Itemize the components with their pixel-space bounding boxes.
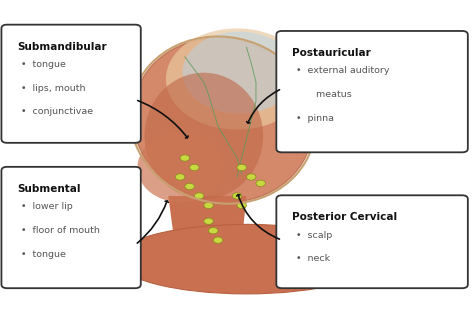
Ellipse shape — [182, 32, 296, 114]
Ellipse shape — [132, 38, 313, 202]
Text: •  lips, mouth: • lips, mouth — [21, 84, 86, 93]
Text: •  floor of mouth: • floor of mouth — [21, 226, 100, 235]
Circle shape — [232, 193, 242, 199]
Circle shape — [190, 164, 199, 171]
Text: •  conjunctivae: • conjunctivae — [21, 107, 93, 116]
Text: •  pinna: • pinna — [296, 114, 334, 123]
Text: meatus: meatus — [304, 90, 352, 99]
FancyBboxPatch shape — [1, 167, 141, 288]
Text: •  external auditory: • external auditory — [296, 66, 390, 75]
Polygon shape — [168, 196, 246, 291]
Circle shape — [204, 218, 213, 224]
Text: •  lower lip: • lower lip — [21, 202, 73, 211]
Circle shape — [209, 228, 218, 234]
Text: •  scalp: • scalp — [296, 231, 332, 240]
Circle shape — [246, 174, 256, 180]
Circle shape — [213, 237, 223, 243]
Text: •  tongue: • tongue — [21, 250, 66, 258]
Ellipse shape — [145, 73, 263, 199]
Text: Postauricular: Postauricular — [292, 48, 371, 58]
FancyBboxPatch shape — [1, 25, 141, 143]
Circle shape — [180, 155, 190, 161]
Ellipse shape — [137, 133, 223, 202]
Text: Submandibular: Submandibular — [18, 42, 107, 52]
Circle shape — [256, 180, 265, 186]
Ellipse shape — [166, 28, 308, 130]
Text: Posterior Cervical: Posterior Cervical — [292, 212, 398, 222]
Text: Submental: Submental — [18, 184, 81, 194]
Circle shape — [237, 202, 246, 209]
Circle shape — [175, 174, 185, 180]
Circle shape — [237, 164, 246, 171]
FancyBboxPatch shape — [276, 195, 468, 288]
Ellipse shape — [116, 224, 377, 294]
Text: •  neck: • neck — [296, 254, 330, 263]
Circle shape — [185, 183, 194, 190]
Circle shape — [204, 202, 213, 209]
Text: •  tongue: • tongue — [21, 60, 66, 69]
Circle shape — [194, 193, 204, 199]
FancyBboxPatch shape — [276, 31, 468, 152]
